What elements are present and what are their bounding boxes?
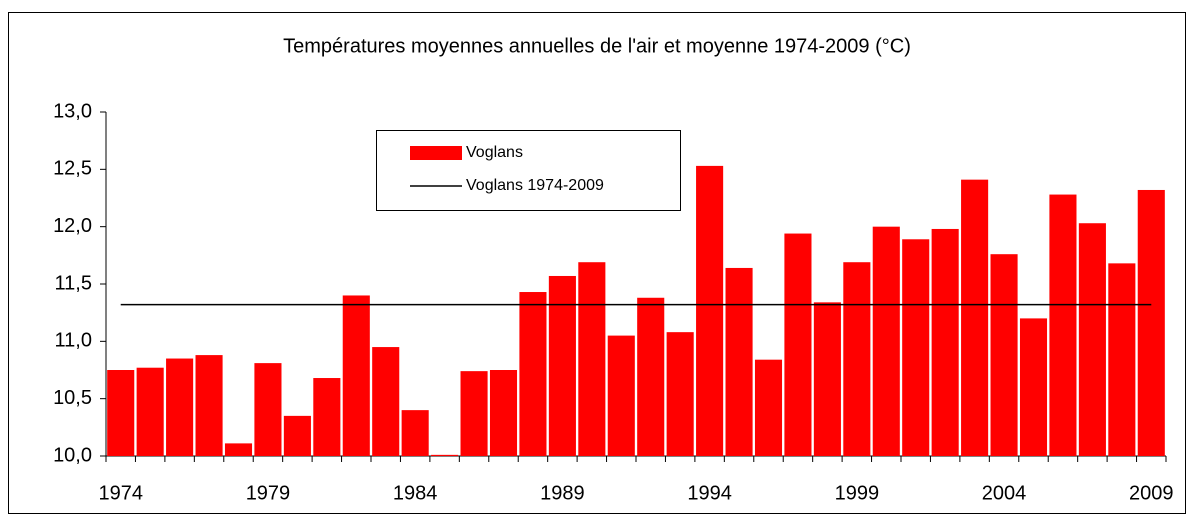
bar	[607, 335, 635, 456]
bar	[1108, 263, 1136, 456]
bar	[931, 228, 959, 456]
bar	[872, 226, 900, 456]
bar	[548, 275, 576, 456]
legend-box	[376, 130, 681, 211]
x-tick-label: 1974	[98, 482, 143, 504]
y-tick-label: 10,5	[53, 387, 92, 409]
y-tick-label: 11,0	[55, 330, 92, 352]
legend-label: Voglans	[466, 144, 523, 161]
x-tick-label: 1999	[835, 482, 880, 504]
bar	[843, 262, 871, 456]
bar	[489, 370, 518, 456]
bar	[1049, 194, 1077, 456]
y-tick-label: 11,5	[55, 272, 92, 294]
bar	[401, 410, 429, 456]
legend-label: Voglans 1974-2009	[466, 177, 604, 194]
bar	[666, 332, 694, 456]
x-tick-label: 1984	[393, 482, 438, 504]
bar	[1019, 318, 1048, 456]
frame	[8, 12, 1186, 514]
bar	[754, 359, 783, 456]
bar	[283, 415, 311, 456]
bar	[961, 179, 989, 457]
bar	[902, 239, 930, 456]
bar	[460, 371, 488, 456]
bar	[1078, 223, 1106, 456]
chart-title: Températures moyennes annuelles de l'air…	[283, 35, 911, 57]
bar	[224, 443, 253, 456]
bar	[990, 254, 1018, 456]
bar	[136, 367, 164, 456]
bar	[166, 358, 194, 456]
bar	[637, 297, 665, 456]
bar	[431, 454, 459, 456]
bar	[195, 355, 223, 456]
bar	[519, 292, 547, 456]
bar	[725, 267, 753, 456]
bar	[254, 363, 282, 456]
bar	[1137, 189, 1165, 456]
x-tick-label: 1994	[687, 482, 732, 504]
y-tick-label: 12,0	[53, 215, 92, 237]
y-tick-label: 10,0	[53, 444, 92, 466]
bar	[313, 378, 341, 456]
x-tick-label: 2004	[982, 482, 1027, 504]
x-tick-label: 1979	[246, 482, 291, 504]
bar	[813, 302, 841, 456]
x-tick-label: 1989	[540, 482, 585, 504]
bar	[696, 165, 724, 457]
y-tick-label: 12,5	[53, 158, 92, 180]
bar	[784, 233, 812, 456]
bar	[372, 347, 400, 456]
x-tick-label: 2009	[1129, 482, 1174, 504]
bar	[578, 262, 606, 456]
legend-swatch	[410, 146, 462, 160]
bar	[107, 370, 135, 456]
bar	[342, 295, 370, 456]
y-tick-label: 13,0	[53, 100, 92, 122]
